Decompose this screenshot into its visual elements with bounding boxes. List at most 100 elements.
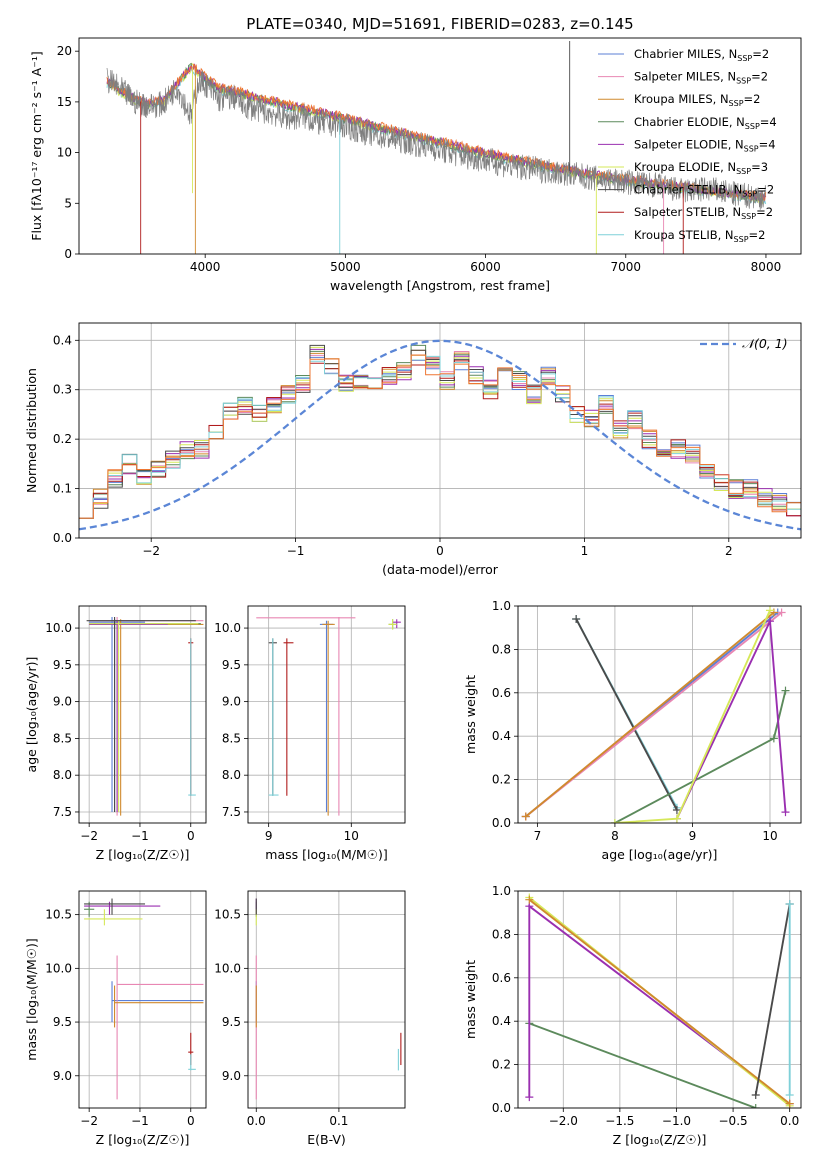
point-kroupa-miles [89,619,204,816]
y-tick-label: 0.6 [492,971,511,985]
panel-spectrum: 4000 5000 6000 7000 8000 0 5 10 15 20 wavelength [… [29,37,802,293]
hist-kroupa-stelib [79,355,801,519]
point-chabrier-miles [111,981,204,1023]
line-chabrier-stelib [575,618,678,811]
y-axis-label: Normed distribution [24,368,39,493]
point-kroupa-elodie [89,620,199,812]
x-tick-label: 0.0 [780,1114,799,1128]
plot-area [255,898,402,1100]
point-chabrier-stelib [84,898,146,915]
legend-label: Salpeter ELODIE, NSSP=4 [634,137,776,153]
y-tick-label: 0.8 [492,642,511,656]
line-kroupa-miles [528,898,791,1105]
x-axis-label: Z [log₁₀(Z/Z☉)] [96,847,190,862]
marker-chabrier-stelib [751,1090,760,1099]
hist-orange_overlay [79,354,801,519]
axes-frame [78,605,207,824]
panel-mass-vs-EBV: 0.0 0.1 9.0 9.5 10.0 10.5 E(B-V) [214,890,406,1147]
panel-age-vs-mass: 9 10 7.5 8.0 8.5 9.0 9.5 10.0 mass [log₁₀(M/M☉)] [214,605,406,862]
x-tick-label: 2 [725,544,733,558]
point-chabrier-elodie [89,619,201,812]
point-salpeter-miles [116,955,204,1100]
gaussian-curve [79,339,801,531]
x-tick-label: −1 [131,1114,149,1128]
axes-frame [78,37,802,255]
x-tick-label: 6000 [470,260,501,274]
plot-area [521,606,790,823]
x-tick-label: 10 [762,829,777,843]
axes-frame [517,605,802,824]
legend-label: Kroupa ELODIE, NSSP=3 [634,160,768,176]
plot-area [256,617,401,816]
x-axis-label: mass [log₁₀(M/M☉)] [265,847,387,862]
point-kroupa-miles [322,620,335,816]
marker-kroupa-elodie [765,606,774,615]
x-tick-label: 7000 [610,260,641,274]
y-tick-label: 10.5 [214,908,241,922]
x-tick-label: −2 [80,1114,98,1128]
y-tick-label: 1.0 [492,599,511,613]
x-tick-label: −1 [131,829,149,843]
y-tick-label: 10.0 [45,961,72,975]
y-tick-label: 0.4 [53,333,72,347]
marker-salpeter-elodie [525,1093,534,1102]
marker-kroupa-miles [785,1099,794,1108]
y-tick-label: 9.5 [53,658,72,672]
y-tick-label: 0.2 [492,773,511,787]
marker-chabrier-stelib [572,615,581,624]
x-tick-label: 7 [534,829,542,843]
panel-age-vs-Z: −2 −1 0 7.5 8.0 8.5 9.0 9.5 10.0 Z [log₁₀(Z/Z☉)] a… [24,605,207,862]
x-tick-label: 8000 [751,260,782,274]
x-tick-label: 0.1 [329,1114,348,1128]
y-tick-label: 0.0 [492,816,511,830]
point-salpeter-elodie [392,619,401,629]
point-salpeter-miles [256,617,356,816]
point-salpeter-stelib [283,638,294,796]
axes-frame [247,605,406,824]
y-tick-label: 0.0 [53,531,72,545]
point-kroupa-stelib [188,638,196,796]
x-axis-label: E(B-V) [307,1132,346,1147]
data-spectrum [106,67,767,210]
legend-label: Kroupa MILES, NSSP=2 [634,92,760,108]
x-tick-label: −2 [142,544,160,558]
axes-frame [517,890,802,1109]
x-axis-label: age [log₁₀(age/yr)] [602,847,718,862]
legend-label: Salpeter STELIB, NSSP=2 [634,205,773,221]
spectrum-legend: Chabrier MILES, NSSP=2 Salpeter MILES, NS… [598,47,777,244]
y-axis-label: mass weight [463,960,478,1039]
plot-area [525,893,794,1108]
x-tick-label: −1 [287,544,305,558]
plot-area [86,617,204,816]
y-tick-label: 20 [57,44,72,58]
y-tick-label: 9.5 [222,658,241,672]
axes-frame [78,322,802,539]
y-tick-label: 0.1 [53,482,72,496]
y-tick-label: 0.8 [492,927,511,941]
y-tick-label: 7.5 [222,805,241,819]
x-tick-label: −1.0 [662,1114,691,1128]
x-tick-label: 1 [581,544,589,558]
point-salpeter-elodie [89,620,168,812]
y-tick-label: 15 [57,95,72,109]
point-kroupa-elodie [84,909,143,926]
line-chabrier-stelib [754,903,791,1096]
panel-weight-vs-age: 7 8 9 10 0.0 0.2 0.4 0.6 0.8 1.0 age [log₁₀(age/yr… [463,599,802,862]
marker-salpeter-elodie [781,808,790,817]
y-tick-label: 10 [57,146,72,160]
x-tick-label: 9 [689,829,697,843]
y-tick-label: 9.0 [222,1069,241,1083]
y-axis-label: mass weight [463,675,478,754]
y-tick-label: 10.5 [45,908,72,922]
plot-area [106,41,767,254]
x-tick-label: −2.0 [549,1114,578,1128]
point-kroupa-elodie [388,619,397,630]
y-axis-label: age [log₁₀(age/yr)] [24,657,39,773]
y-tick-label: 9.5 [53,1015,72,1029]
line-chabrier-elodie [528,1022,757,1108]
marker-kroupa-elodie [610,819,619,823]
x-tick-label: 8 [611,829,619,843]
y-tick-label: 0.2 [492,1058,511,1072]
x-axis-label: wavelength [Angstrom, rest frame] [330,278,550,293]
